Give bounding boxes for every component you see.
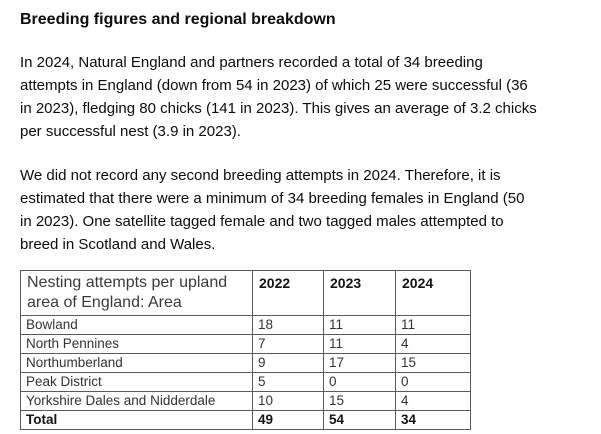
table-row-northumberland: Northumberland 9 17 15 bbox=[20, 353, 471, 373]
value-2022: 18 bbox=[252, 315, 324, 335]
value-2024: 4 bbox=[395, 334, 471, 354]
table-header-row: Nesting attempts per upland area of Engl… bbox=[20, 270, 471, 316]
value-2024: 4 bbox=[395, 391, 471, 411]
section-heading: Breeding figures and regional breakdown bbox=[20, 11, 336, 28]
value-2022: 7 bbox=[252, 334, 324, 354]
paragraph-line: breed in Scotland and Wales. bbox=[20, 236, 216, 253]
value-2023: 15 bbox=[323, 391, 396, 411]
value-2024: 11 bbox=[395, 315, 471, 335]
area-name: Yorkshire Dales and Nidderdale bbox=[20, 391, 253, 411]
table-row-peak-district: Peak District 5 0 0 bbox=[20, 372, 471, 392]
value-2022: 5 bbox=[252, 372, 324, 392]
area-name: North Pennines bbox=[20, 334, 253, 354]
paragraph-line: We did not record any second breeding at… bbox=[20, 167, 501, 184]
paragraph-line: in 2023), fledging 80 chicks (141 in 202… bbox=[20, 100, 537, 117]
table-header-year-2022: 2022 bbox=[252, 270, 324, 316]
table-row-bowland: Bowland 18 11 11 bbox=[20, 315, 471, 335]
total-label: Total bbox=[20, 410, 253, 430]
paragraph-line: attempts in England (down from 54 in 202… bbox=[20, 77, 528, 94]
table-header-year-2024: 2024 bbox=[395, 270, 471, 316]
value-2024: 0 bbox=[395, 372, 471, 392]
area-name: Peak District bbox=[20, 372, 253, 392]
table-row-north-pennines: North Pennines 7 11 4 bbox=[20, 334, 471, 354]
total-2022: 49 bbox=[252, 410, 324, 430]
value-2024: 15 bbox=[395, 353, 471, 373]
paragraph-line: per successful nest (3.9 in 2023). bbox=[20, 123, 241, 140]
value-2023: 17 bbox=[323, 353, 396, 373]
nesting-attempts-table: Nesting attempts per upland area of Engl… bbox=[20, 270, 471, 430]
value-2023: 0 bbox=[323, 372, 396, 392]
paragraph-breeding-figures: In 2024, Natural England and partners re… bbox=[20, 51, 585, 143]
paragraph-second-attempts: We did not record any second breeding at… bbox=[20, 164, 585, 256]
table-header-year-2023: 2023 bbox=[323, 270, 396, 316]
table-header-area: Nesting attempts per upland area of Engl… bbox=[20, 270, 253, 316]
paragraph-line: in 2023). One satellite tagged female an… bbox=[20, 213, 504, 230]
paragraph-line: estimated that there were a minimum of 3… bbox=[20, 190, 525, 207]
area-name: Bowland bbox=[20, 315, 253, 335]
total-2023: 54 bbox=[323, 410, 396, 430]
total-2024: 34 bbox=[395, 410, 471, 430]
paragraph-line: In 2024, Natural England and partners re… bbox=[20, 54, 483, 71]
value-2023: 11 bbox=[323, 315, 396, 335]
value-2022: 10 bbox=[252, 391, 324, 411]
table-total-row: Total 49 54 34 bbox=[20, 410, 471, 430]
table-row-yorkshire-dales: Yorkshire Dales and Nidderdale 10 15 4 bbox=[20, 391, 471, 411]
area-name: Northumberland bbox=[20, 353, 253, 373]
value-2023: 11 bbox=[323, 334, 396, 354]
value-2022: 9 bbox=[252, 353, 324, 373]
